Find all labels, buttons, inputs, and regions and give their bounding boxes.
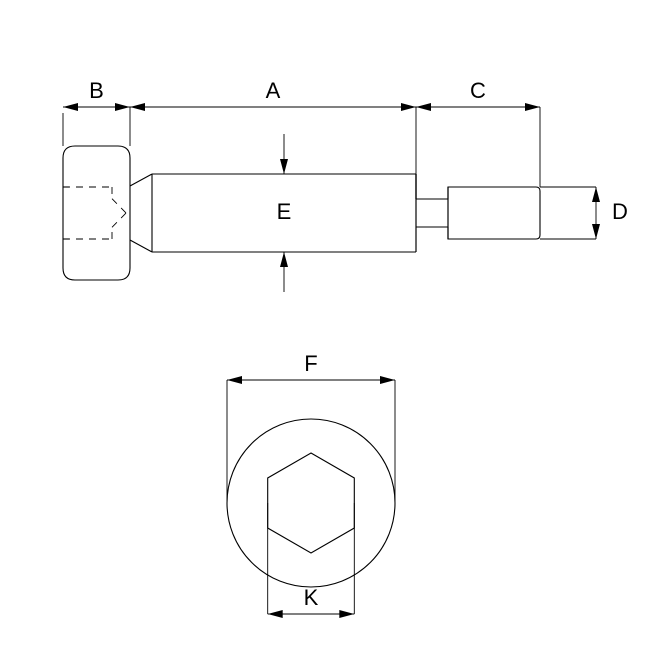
dim-F-label: F <box>304 351 317 376</box>
dim-E-label: E <box>277 199 292 224</box>
dim-B-label: B <box>89 78 104 103</box>
dim-D-label: D <box>612 199 628 224</box>
dim-C-label: C <box>470 78 486 103</box>
dim-K-label: K <box>304 585 319 610</box>
dim-A-label: A <box>266 78 281 103</box>
shoulder-screw-drawing: B A C D E F K <box>0 0 670 670</box>
